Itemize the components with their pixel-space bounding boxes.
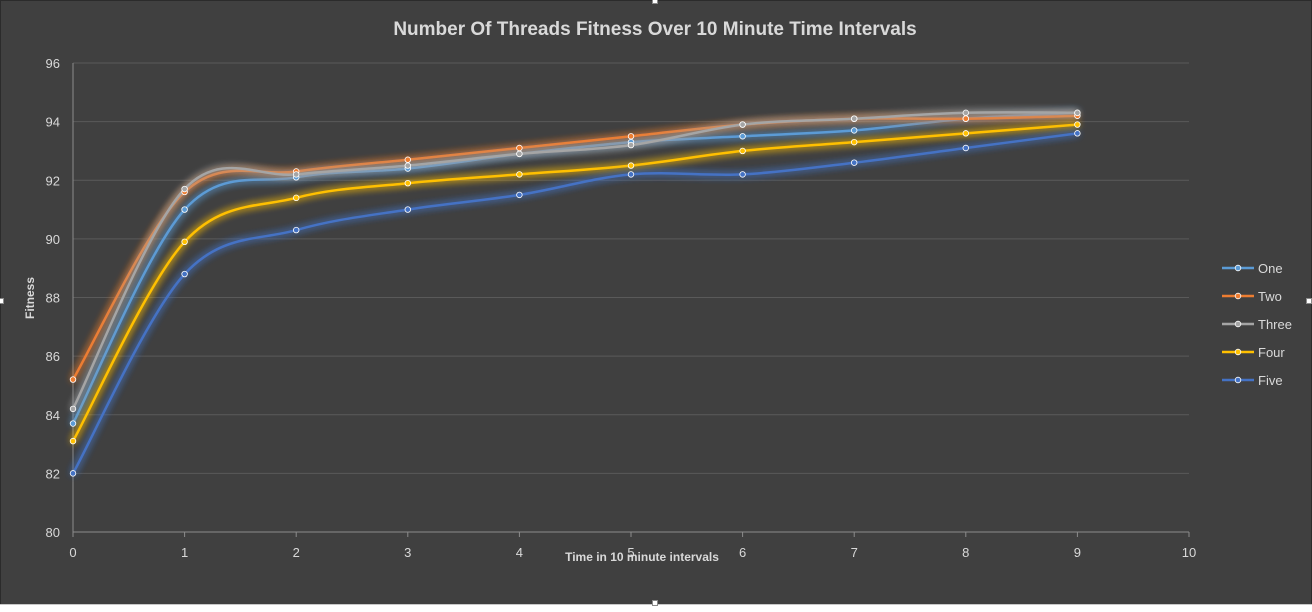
data-point-three-5 (627, 141, 635, 149)
data-point-three-4 (516, 150, 523, 158)
data-point-three-9 (1074, 109, 1081, 117)
data-point-four-5 (627, 162, 635, 169)
legend-item-five[interactable]: Five (1222, 373, 1283, 388)
data-point-four-6 (739, 147, 746, 155)
y-axis-label: Fitness (23, 277, 37, 319)
y-tick-label-92: 92 (46, 173, 60, 188)
x-tick-label-9: 9 (1074, 545, 1081, 560)
y-tick-label-94: 94 (46, 115, 60, 130)
x-tick-label-0: 0 (69, 545, 76, 560)
x-tick-label-3: 3 (404, 545, 411, 560)
legend-label-five: Five (1258, 373, 1283, 388)
legend-label-one: One (1258, 261, 1283, 276)
data-point-five-3 (404, 206, 411, 213)
legend-label-two: Two (1258, 289, 1282, 304)
x-tick-label-2: 2 (293, 545, 300, 560)
data-point-five-5 (627, 171, 635, 178)
legend-marker-five (1234, 376, 1242, 384)
data-point-four-4 (516, 171, 523, 178)
data-point-two-3 (404, 156, 411, 163)
series-points (69, 109, 1081, 477)
resize-handle-left[interactable] (0, 298, 4, 304)
gridlines (73, 62, 1189, 474)
data-point-four-7 (851, 138, 858, 146)
legend-item-two[interactable]: Two (1222, 289, 1282, 304)
data-point-two-5 (627, 133, 635, 140)
series-lines (71, 111, 1079, 475)
series-line-two (71, 114, 1079, 381)
legend-label-three: Three (1258, 317, 1292, 332)
x-tick-label-7: 7 (851, 545, 858, 560)
data-point-three-6 (739, 121, 746, 128)
data-point-three-2 (293, 171, 300, 178)
y-tick-label-80: 80 (46, 525, 60, 540)
data-point-four-0 (69, 437, 77, 445)
data-point-one-7 (851, 127, 858, 134)
x-tick-label-1: 1 (181, 545, 188, 560)
legend-item-four[interactable]: Four (1222, 345, 1285, 360)
legend-marker-four (1234, 348, 1242, 356)
series-line-four (71, 123, 1079, 443)
data-point-one-0 (69, 420, 77, 427)
data-point-three-0 (69, 405, 77, 413)
data-point-five-6 (739, 171, 746, 178)
data-point-four-3 (404, 179, 411, 187)
x-tick-label-4: 4 (516, 545, 523, 560)
x-tick-label-6: 6 (739, 545, 746, 560)
x-tick-label-10: 10 (1182, 545, 1196, 560)
x-tick-label-8: 8 (962, 545, 969, 560)
data-point-three-1 (181, 185, 188, 193)
data-point-four-8 (962, 130, 969, 137)
data-point-five-9 (1074, 130, 1081, 137)
series-line-one (71, 111, 1079, 425)
resize-handle-bottom[interactable] (652, 600, 658, 606)
legend-marker-three (1234, 320, 1242, 328)
data-point-one-1 (181, 206, 188, 213)
legend-marker-two (1234, 292, 1242, 300)
data-point-three-3 (404, 162, 411, 169)
data-point-five-0 (69, 470, 77, 477)
legend-item-one[interactable]: One (1222, 261, 1283, 276)
y-tick-label-90: 90 (46, 232, 60, 247)
y-tick-label-86: 86 (46, 349, 60, 364)
series-line-three (71, 111, 1079, 411)
data-point-five-2 (293, 226, 300, 234)
y-tick-label-88: 88 (46, 291, 60, 306)
data-point-five-1 (181, 270, 188, 278)
x-axis-label: Time in 10 minute intervals (565, 550, 719, 564)
y-tick-label-82: 82 (46, 466, 60, 481)
data-point-three-7 (851, 115, 858, 122)
data-point-five-7 (851, 159, 858, 166)
series-line-five (71, 132, 1079, 475)
y-tick-label-96: 96 (46, 56, 60, 71)
data-point-five-4 (516, 191, 523, 199)
legend-item-three[interactable]: Three (1222, 317, 1292, 332)
data-point-three-8 (962, 109, 969, 117)
chart-title: Number Of Threads Fitness Over 10 Minute… (393, 19, 916, 40)
data-point-four-1 (181, 238, 188, 246)
legend-marker-one (1234, 264, 1242, 272)
data-point-two-0 (69, 376, 77, 383)
legend[interactable]: One Two Three Four Five (1222, 261, 1292, 388)
data-point-four-2 (293, 194, 300, 202)
legend-label-four: Four (1258, 345, 1285, 360)
resize-handle-right[interactable] (1306, 298, 1312, 304)
data-point-five-8 (962, 144, 969, 152)
data-point-four-9 (1074, 121, 1081, 128)
resize-handle-top[interactable] (652, 0, 658, 4)
y-tick-label-84: 84 (46, 408, 60, 423)
y-axis-ticks: 80 82 84 86 88 90 92 94 96 (46, 56, 60, 540)
data-point-two-4 (516, 144, 523, 152)
x-tick-label-5: 5 (627, 545, 634, 560)
data-point-one-6 (739, 133, 746, 140)
x-axis-ticks: 0 1 2 3 4 5 6 7 8 9 10 (69, 532, 1196, 560)
data-point-two-8 (962, 115, 969, 122)
